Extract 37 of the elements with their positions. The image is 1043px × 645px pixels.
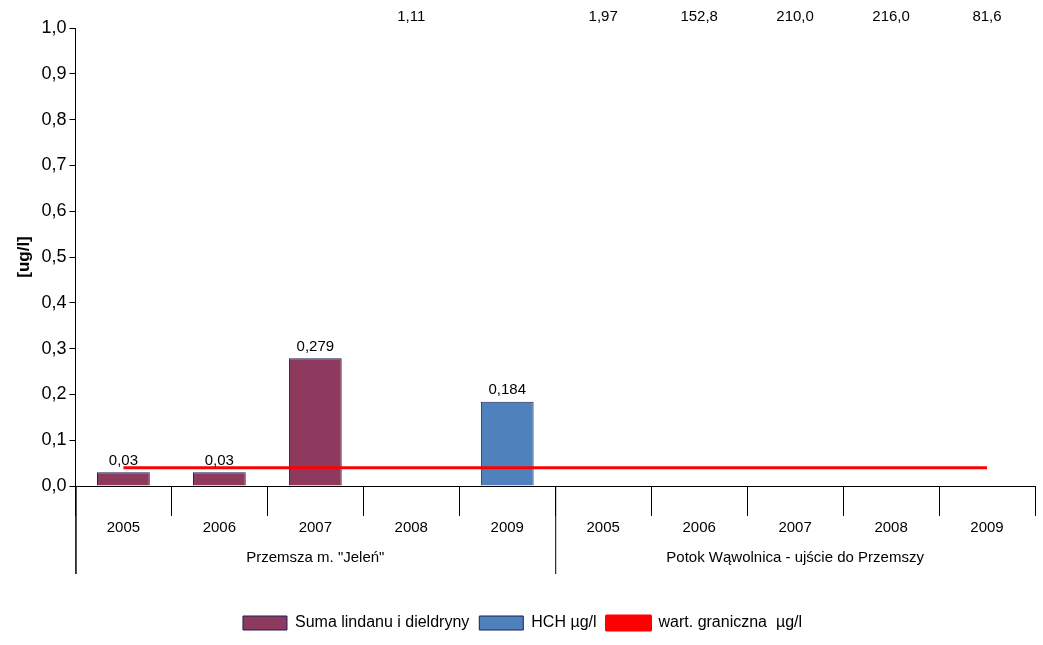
text: Przemsza m. "Jeleń" (246, 548, 385, 566)
x-tick-label: 2006 (682, 518, 716, 536)
y-tick-label: 0,3 (41, 337, 67, 358)
y-tick-label: 0,4 (41, 291, 67, 312)
data-label: 0,03 (108, 450, 138, 468)
data-label: 0,184 (488, 380, 527, 398)
x-tick-label: 2007 (778, 518, 812, 536)
text: 216,0 (872, 6, 910, 24)
x-tick-label: 2005 (586, 518, 620, 536)
text: 210,0 (776, 6, 814, 24)
y-tick-label: 0,5 (41, 245, 67, 266)
data-label: 0,03 (204, 450, 234, 468)
x-tick-label: 2006 (202, 518, 237, 536)
y-tick-label: 0,0 (41, 474, 67, 495)
x-tick-label: 2007 (298, 518, 332, 536)
x-tick-label: 2008 (874, 518, 908, 536)
y-axis-title: [ug/l] (13, 236, 33, 278)
y-tick-label: 0,9 (41, 62, 67, 83)
y-tick-label: 1,0 (41, 16, 67, 37)
text: Potok Wąwolnica - ujście do Przemszy (666, 548, 925, 566)
x-tick-label: 2005 (106, 518, 141, 536)
x-tick-label: 2009 (970, 518, 1004, 536)
x-tick-label: 2008 (394, 518, 428, 536)
text: 81,6 (972, 6, 1002, 24)
y-tick-label: 0,8 (41, 108, 67, 129)
text: 1,97 (588, 6, 618, 24)
legend-label: Suma lindanu i dieldryny (294, 613, 470, 631)
y-tick-label: 0,1 (41, 429, 67, 450)
text: 152,8 (680, 6, 718, 24)
y-tick-label: 0,2 (41, 383, 67, 404)
legend-label: wart. graniczna µg/l (657, 613, 803, 631)
legend-label: HCH µg/l (531, 613, 597, 631)
y-tick-label: 0,6 (41, 200, 67, 221)
x-tick-label: 2009 (490, 518, 524, 536)
data-label: 0,279 (296, 336, 335, 354)
text: 1,11 (397, 6, 426, 24)
y-tick-label: 0,7 (41, 154, 67, 175)
